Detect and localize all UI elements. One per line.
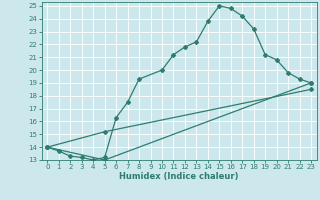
X-axis label: Humidex (Indice chaleur): Humidex (Indice chaleur) <box>119 172 239 181</box>
